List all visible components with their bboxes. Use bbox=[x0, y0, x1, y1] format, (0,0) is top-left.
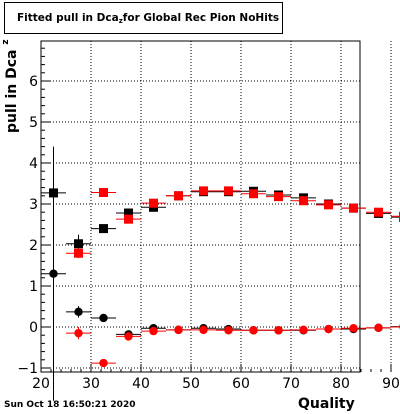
y-axis-label-text: pull in Dca bbox=[4, 49, 20, 133]
y-tick-label: 5 bbox=[29, 115, 38, 131]
data-point-square bbox=[374, 207, 383, 217]
data-point-circle bbox=[124, 332, 133, 341]
x-tick-label: 90 bbox=[382, 376, 400, 392]
data-point-square bbox=[274, 192, 283, 202]
data-point-square bbox=[49, 188, 58, 198]
data-point-square bbox=[249, 189, 258, 199]
data-point-square bbox=[74, 248, 83, 258]
data-point-circle bbox=[274, 326, 283, 335]
data-point-circle bbox=[299, 325, 308, 335]
x-tick-label: 80 bbox=[332, 376, 350, 392]
data-point-square bbox=[74, 239, 83, 249]
data-point-square bbox=[149, 198, 158, 208]
data-point-circle bbox=[174, 325, 183, 335]
y-tick-label: 1 bbox=[29, 279, 38, 295]
data-point-circle bbox=[99, 358, 108, 368]
chart-title: Fitted pull in Dca z for Global Rec Pion … bbox=[4, 2, 283, 34]
data-point-square bbox=[224, 186, 233, 196]
y-tick-label: 6 bbox=[29, 74, 38, 90]
title-subscript: z bbox=[118, 17, 123, 25]
data-point-circle bbox=[49, 269, 58, 278]
data-point-square bbox=[124, 208, 133, 218]
y-tick-label: 2 bbox=[29, 238, 38, 254]
x-axis-label: Quality bbox=[298, 396, 355, 412]
y-tick-label: 0 bbox=[29, 320, 38, 336]
y-tick-label: 4 bbox=[29, 156, 38, 172]
y-axis-label: pull in Dca z bbox=[1, 39, 24, 133]
x-tick-label: 40 bbox=[132, 376, 150, 392]
grid-lines bbox=[41, 41, 392, 372]
plot-frame bbox=[40, 40, 361, 373]
data-point-square bbox=[124, 214, 133, 224]
data-point-square bbox=[99, 224, 108, 234]
y-tick-label: −1 bbox=[17, 361, 38, 377]
data-point-square bbox=[324, 200, 333, 210]
data-point-circle bbox=[249, 326, 258, 335]
data-point-circle bbox=[74, 307, 83, 317]
title-suffix: for Global Rec Pion NoHits bbox=[122, 12, 280, 24]
y-tick-label: 3 bbox=[29, 197, 38, 213]
x-tick-label: 70 bbox=[282, 376, 300, 392]
x-tick-label: 60 bbox=[232, 376, 250, 392]
title-text: Fitted pull in Dca bbox=[17, 12, 119, 24]
data-point-square bbox=[99, 188, 108, 198]
data-point-circle bbox=[374, 323, 383, 333]
timestamp: Sun Oct 18 16:50:21 2020 bbox=[4, 400, 136, 410]
data-point-square bbox=[349, 203, 358, 213]
y-axis-label-subscript: z bbox=[1, 39, 11, 45]
data-point-circle bbox=[349, 324, 358, 333]
x-tick-label: 50 bbox=[182, 376, 200, 392]
data-point-square bbox=[299, 196, 308, 206]
data-point-circle bbox=[199, 325, 208, 335]
data-point-circle bbox=[224, 326, 233, 335]
data-point-circle bbox=[324, 324, 333, 334]
data-point-square bbox=[174, 191, 183, 201]
data-point-square bbox=[199, 186, 208, 196]
data-point-circle bbox=[74, 328, 83, 338]
x-axis-ticks: 2030405060708090100 bbox=[32, 364, 400, 392]
x-tick-label: 30 bbox=[82, 376, 100, 392]
data-point-circle bbox=[99, 313, 108, 323]
data-point-circle bbox=[149, 326, 158, 336]
data-points bbox=[41, 146, 400, 401]
x-tick-label: 20 bbox=[32, 376, 50, 392]
y-axis-ticks: −1 0 1 2 3 4 5 6 bbox=[17, 47, 50, 377]
